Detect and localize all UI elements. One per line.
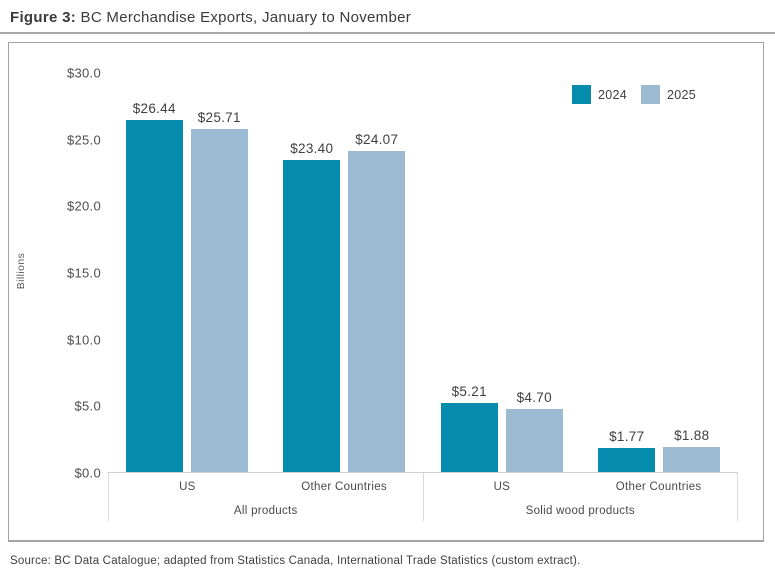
bar-pair: $23.40 $24.07 <box>266 73 424 472</box>
bar-value-label: $23.40 <box>290 141 334 156</box>
bar-pair: $1.77 $1.88 <box>581 73 739 472</box>
bar-2024: $5.21 <box>440 383 498 472</box>
bar-2025: $25.71 <box>190 110 248 472</box>
bar-rect <box>348 151 406 472</box>
bar-rect <box>598 448 656 472</box>
axis-group-label: Solid wood products <box>525 504 635 517</box>
y-tick-label: $25.0 <box>66 132 101 148</box>
figure-number: Figure 3: <box>10 9 77 26</box>
bar-rect <box>663 446 721 472</box>
chart-panel: 2024 2025 Billions $30.0 $25.0 $20.0 $15.0 $1… <box>8 42 764 542</box>
bar-group: $5.21 $4.70 $1.77 $1.88 <box>423 73 738 472</box>
bar-value-label: $25.71 <box>197 110 241 126</box>
bar-2025: $4.70 <box>505 390 563 472</box>
figure-title: Figure 3: BC Merchandise Exports, Januar… <box>10 9 411 26</box>
bar-value-label: $1.77 <box>609 429 645 445</box>
axis-group: US Other Countries All products <box>109 473 424 521</box>
chart-legend: 2024 2025 <box>572 85 696 104</box>
title-divider <box>0 32 775 34</box>
bar-value-label: $26.44 <box>132 100 176 116</box>
legend-item-2025: 2025 <box>641 85 696 104</box>
bar-rect <box>283 160 341 472</box>
y-axis-title: Billions <box>15 252 27 290</box>
bar-rect <box>505 409 563 472</box>
legend-swatch-icon <box>572 85 591 104</box>
bar-2024: $1.77 <box>598 429 656 472</box>
bar-rect <box>125 119 183 472</box>
axis-category-label: Other Countries <box>301 480 387 493</box>
y-tick-label: $5.0 <box>74 398 101 414</box>
bar-value-label: $24.07 <box>355 132 399 148</box>
axis-category-label: US <box>493 480 511 493</box>
axis-group-label: All products <box>233 504 298 517</box>
bar-pair: $5.21 $4.70 <box>423 73 581 472</box>
bar-pair: $26.44 $25.71 <box>108 73 266 472</box>
bar-value-label: $1.88 <box>674 427 710 443</box>
bar-rect <box>190 129 248 472</box>
bar-2025: $24.07 <box>348 132 406 472</box>
bar-2024: $23.40 <box>283 141 341 472</box>
bar-value-label: $4.70 <box>516 390 552 406</box>
legend-label: 2024 <box>598 87 628 102</box>
figure-title-text: BC Merchandise Exports, January to Novem… <box>76 9 412 26</box>
legend-item-2024: 2024 <box>572 85 627 104</box>
y-tick-label: $30.0 <box>66 65 101 81</box>
plot-area: $26.44 $25.71 $23.40 $24.07 $5.21 $4.70 $1.77 $… <box>108 73 738 473</box>
axis-category-label: US <box>179 480 196 493</box>
legend-swatch-icon <box>641 85 661 104</box>
bar-2024: $26.44 <box>125 100 183 472</box>
y-tick-label: $0.0 <box>74 465 101 481</box>
legend-label: 2025 <box>667 87 697 102</box>
source-note: Source: BC Data Catalogue; adapted from … <box>10 555 581 567</box>
bar-group: $26.44 $25.71 $23.40 $24.07 <box>108 73 423 472</box>
y-tick-label: $20.0 <box>66 198 101 214</box>
bar-2025: $1.88 <box>663 427 721 472</box>
axis-category-label: Other Countries <box>615 480 702 493</box>
bar-value-label: $5.21 <box>451 383 487 399</box>
y-tick-label: $15.0 <box>66 265 101 281</box>
axis-subcategory-row: US Other Countries <box>109 473 423 500</box>
y-tick-label: $10.0 <box>66 332 101 348</box>
axis-group: US Other Countries Solid wood products <box>424 473 738 521</box>
bar-rect <box>440 402 498 472</box>
axis-subcategory-row: US Other Countries <box>424 473 738 500</box>
category-axis: US Other Countries All products US Other Cou… <box>108 473 738 521</box>
